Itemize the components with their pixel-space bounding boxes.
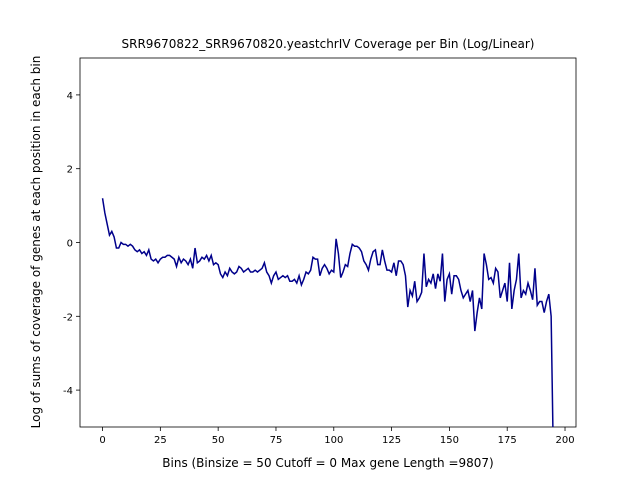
x-tick-label: 200 [555, 435, 574, 446]
x-tick-label: 150 [440, 435, 459, 446]
x-tick-label: 100 [324, 435, 343, 446]
x-tick-label: 125 [382, 435, 401, 446]
x-tick-label: 0 [99, 435, 105, 446]
y-tick-label: -2 [63, 312, 73, 323]
chart-title: SRR9670822_SRR9670820.yeastchrIV Coverag… [122, 37, 535, 51]
plot-frame [79, 57, 577, 428]
x-tick-label: 75 [270, 435, 283, 446]
x-axis-label: Bins (Binsize = 50 Cutoff = 0 Max gene L… [162, 456, 493, 470]
data-line [101, 198, 554, 427]
x-tick-label: 50 [212, 435, 225, 446]
x-tick-label: 25 [154, 435, 167, 446]
y-tick-label: 4 [67, 91, 73, 102]
y-tick-label: 0 [67, 239, 73, 250]
y-tick-label: 2 [67, 165, 73, 176]
plot-area [101, 198, 554, 427]
y-axis-label: Log of sums of coverage of genes at each… [29, 56, 43, 429]
x-tick-label: 175 [498, 435, 517, 446]
y-tick-label: -4 [63, 386, 73, 397]
